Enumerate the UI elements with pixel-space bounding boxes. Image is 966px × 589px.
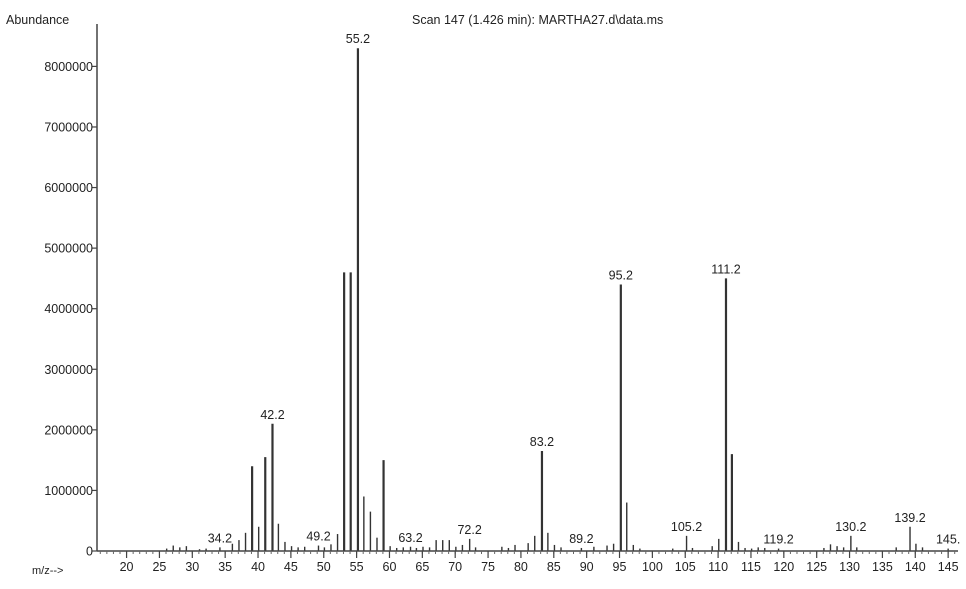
y-tick-label: 0	[86, 545, 93, 559]
peak-label: 145.	[936, 533, 960, 547]
peak-label: 72.2	[457, 523, 481, 537]
x-tick-label: 130	[839, 560, 860, 574]
x-tick-label: 90	[580, 560, 594, 574]
x-tick-label: 25	[152, 560, 166, 574]
y-tick-label: 8000000	[44, 60, 93, 74]
peak-label: 34.2	[208, 531, 232, 545]
peaks-layer	[165, 48, 949, 551]
y-tick-label: 6000000	[44, 181, 93, 195]
y-tick-label: 4000000	[44, 302, 93, 316]
peak-label: 42.2	[260, 408, 284, 422]
x-tick-label: 35	[218, 560, 232, 574]
x-axis-title: m/z-->	[32, 565, 63, 577]
x-tick-label: 140	[905, 560, 926, 574]
peak-label: 95.2	[609, 268, 633, 282]
x-tick-label: 40	[251, 560, 265, 574]
x-tick-label: 65	[415, 560, 429, 574]
x-tick-label: 50	[317, 560, 331, 574]
peak-label: 119.2	[763, 533, 793, 547]
x-tick-label: 105	[675, 560, 696, 574]
x-tick-label: 45	[284, 560, 298, 574]
y-tick-label: 2000000	[44, 423, 93, 437]
x-tick-label: 135	[872, 560, 893, 574]
y-axis-title: Abundance	[6, 13, 69, 27]
x-tick-label: 145	[938, 560, 959, 574]
x-tick-label: 80	[514, 560, 528, 574]
x-tick-label: 95	[613, 560, 627, 574]
y-tick-label: 7000000	[44, 120, 93, 134]
x-tick-label: 115	[741, 560, 761, 574]
chart-title: Scan 147 (1.426 min): MARTHA27.d\data.ms	[412, 13, 663, 27]
peak-label: 49.2	[306, 530, 330, 544]
x-tick-label: 70	[448, 560, 462, 574]
peak-label: 139.2	[894, 511, 925, 525]
peak-label: 63.2	[398, 531, 422, 545]
x-tick-label: 30	[185, 560, 199, 574]
x-tick-label: 125	[806, 560, 827, 574]
y-tick-label: 1000000	[44, 484, 93, 498]
x-tick-label: 20	[120, 560, 134, 574]
x-tick-label: 85	[547, 560, 561, 574]
peak-labels-layer: 34.2 42.2 49.2 55.2 63.2 72.2 83.2 89.2 95.2 105.…	[208, 32, 961, 546]
x-tick-label: 110	[708, 560, 728, 574]
peak-label: 89.2	[569, 532, 593, 546]
peak-label: 105.2	[671, 520, 702, 534]
peak-label: 130.2	[835, 520, 866, 534]
peak-label: 83.2	[530, 435, 554, 449]
x-tick-label: 75	[481, 560, 495, 574]
x-tick-label: 60	[383, 560, 397, 574]
x-tick-label: 100	[642, 560, 663, 574]
peak-label: 111.2	[711, 262, 740, 276]
x-tick-label: 120	[773, 560, 794, 574]
peak-label: 55.2	[346, 32, 370, 46]
y-tick-label: 3000000	[44, 363, 93, 377]
ticks-layer: 20 25 30 35 40 45 50 55 60 65 70 75 80 85 90 95 100 105 11…	[44, 60, 958, 574]
x-tick-label: 55	[350, 560, 364, 574]
y-tick-label: 5000000	[44, 242, 93, 256]
